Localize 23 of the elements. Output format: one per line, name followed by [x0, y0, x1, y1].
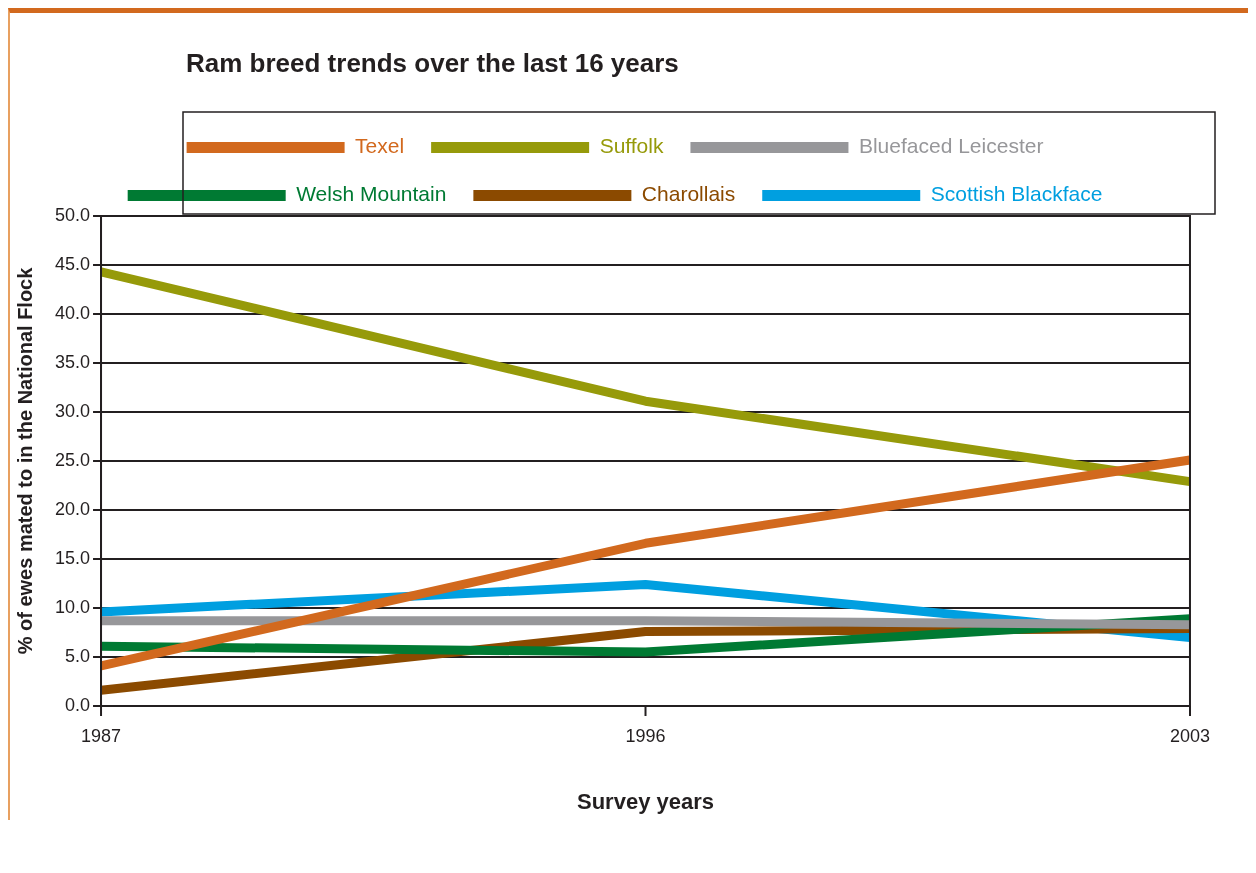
text: Scottish Blackface — [930, 182, 1103, 206]
x-tick-label: 1996 — [625, 725, 666, 746]
text: Bluefaced Leicester — [858, 134, 1044, 158]
text: Texel — [355, 134, 405, 158]
y-tick-label: 35.0 — [54, 351, 91, 372]
y-tick-label: 30.0 — [54, 400, 91, 421]
y-tick-label: 45.0 — [54, 253, 91, 274]
x-tick-label: 2003 — [1169, 725, 1210, 746]
y-tick-label: 0.0 — [65, 694, 91, 715]
y-tick-label: 50.0 — [54, 204, 91, 225]
x-axis-title: Survey years — [577, 788, 715, 814]
text: Suffolk — [599, 134, 664, 158]
y-tick-label: 15.0 — [54, 547, 91, 568]
y-axis-title: % of ewes mated to in the National Flock — [13, 266, 36, 655]
chart-title: Ram breed trends over the last 16 years — [186, 48, 680, 78]
x-tick-label: 1987 — [81, 725, 122, 746]
y-tick-label: 20.0 — [54, 498, 91, 519]
y-tick-label: 10.0 — [54, 596, 91, 617]
text: Welsh Mountain — [296, 182, 447, 206]
y-tick-label: 25.0 — [54, 449, 91, 470]
y-tick-label: 5.0 — [65, 645, 91, 666]
y-tick-label: 40.0 — [54, 302, 91, 323]
text: Charollais — [641, 182, 736, 206]
